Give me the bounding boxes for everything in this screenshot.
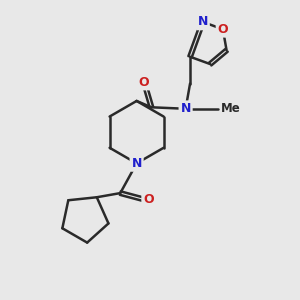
Text: O: O xyxy=(218,23,228,36)
Text: Me: Me xyxy=(221,102,241,115)
Text: O: O xyxy=(139,76,149,88)
Text: O: O xyxy=(143,193,154,206)
Text: N: N xyxy=(180,102,191,115)
Text: N: N xyxy=(198,15,208,28)
Text: N: N xyxy=(131,157,142,170)
